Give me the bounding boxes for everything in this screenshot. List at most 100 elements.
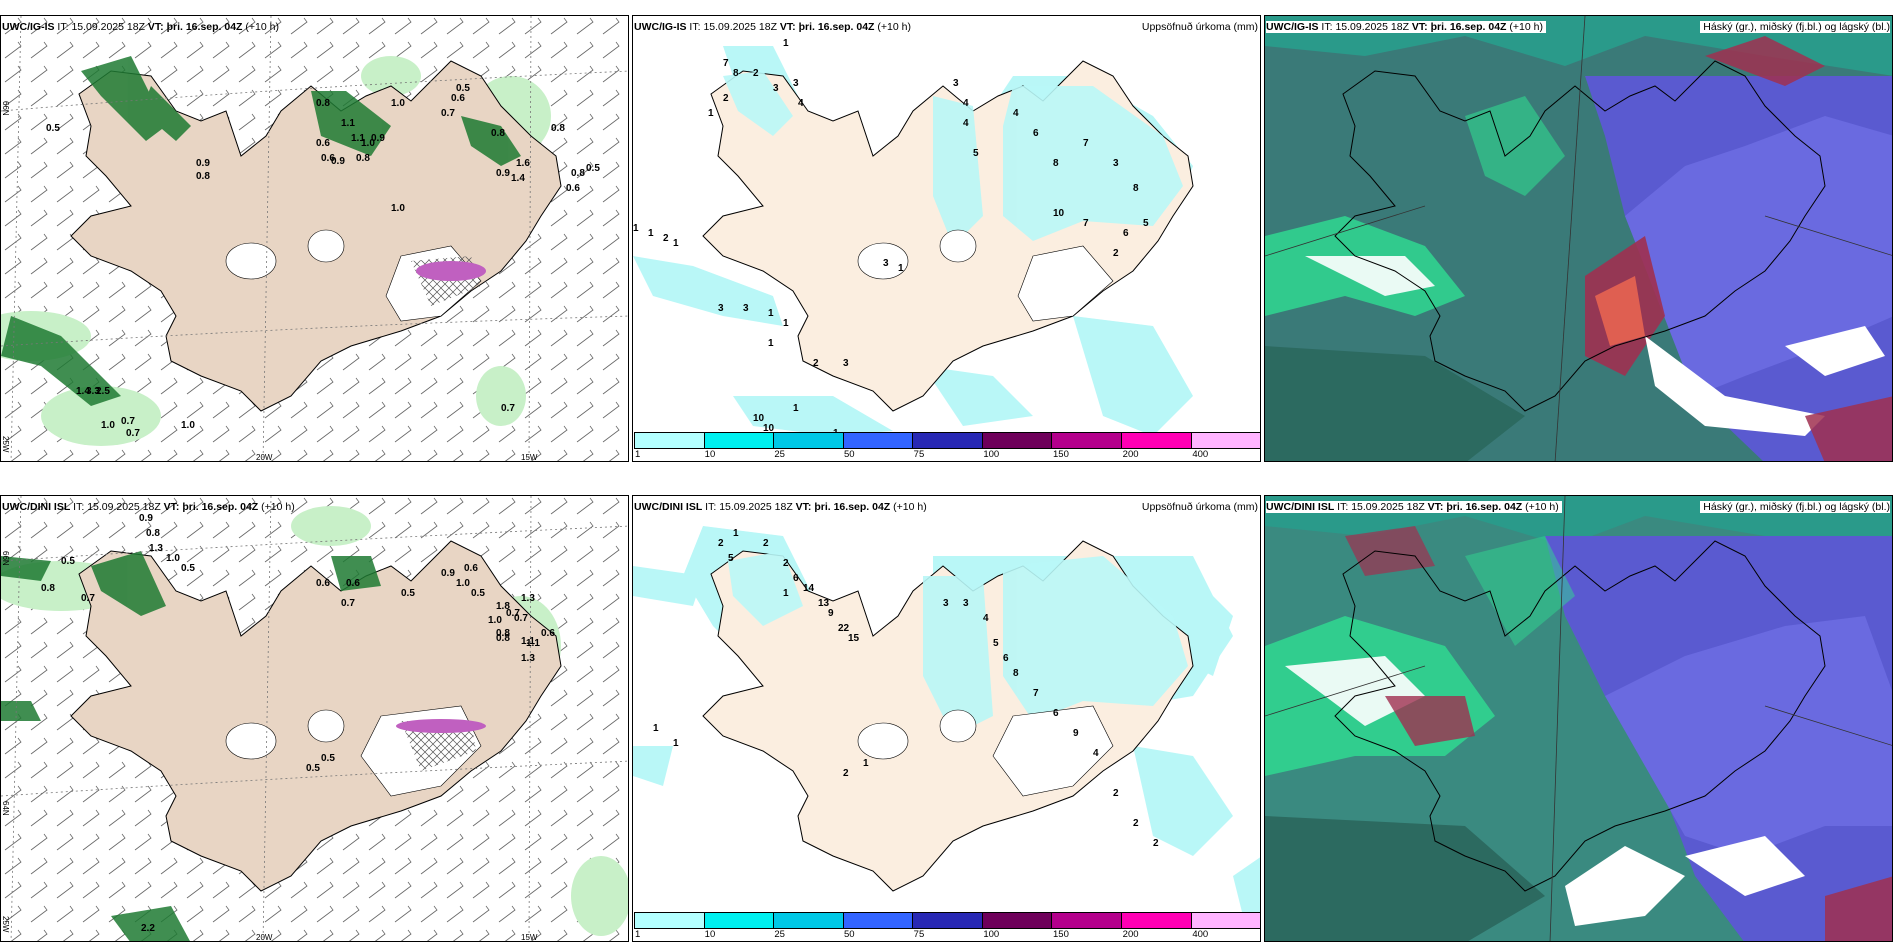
wind-value-label: 0.8 [41,583,55,594]
precip-value-label: 2 [783,558,789,569]
wind-value-label: 0.6 [316,138,330,149]
wind-value-label: 0.8 [146,528,160,539]
wind-value-label: 0.5 [456,83,470,94]
wind-value-label: 0.8 [551,123,565,134]
precip-value-label: 7 [1083,218,1089,229]
wind-value-label: 1.0 [391,203,405,214]
legend-swatch [774,433,844,448]
lat-label-66: 66N [1,551,10,566]
wind-value-label: 0.7 [441,108,455,119]
wind-value-label: 3.3 [86,386,100,397]
precip-value-label: 8 [733,68,739,79]
iceland-landmass [1334,60,1826,412]
wind-value-label: 0.8 [496,628,510,639]
precip-value-label: 3 [743,303,749,314]
precip-value-label: 5 [993,638,999,649]
wind-value-label: 0.5 [401,588,415,599]
grid-lines [1265,16,1892,461]
wind-value-label: 0.7 [126,428,140,439]
wind-value-label: 0.9 [139,513,153,524]
precip-value-label: 9 [1073,728,1079,739]
legend-tick-label: 75 [913,929,925,940]
wind-map-panel-bottom: UWC/DINI ISL IT: 15.09.2025 18Z VT: þri.… [0,495,629,942]
wind-value-label: 0.9 [196,158,210,169]
wind-value-label: 1.1 [526,638,540,649]
precip-value-label: 4 [963,98,969,109]
precip-value-label: 8 [1053,158,1059,169]
legend-swatch [704,433,775,448]
precip-value-label: 6 [1003,653,1009,664]
precip-value-label: 1 [733,528,739,539]
wind-value-label: 0.6 [451,93,465,104]
legend-swatch [982,433,1053,448]
purple-precip-area [396,719,486,733]
precip-value-label: 2 [763,538,769,549]
wind-map-svg: 0.50.80.9 0.60.81.00.91.10.81.00.50.70.91… [1,16,628,462]
cloud-map-panel-top: UWC/IG-IS IT: 15.09.2025 18Z VT: þri. 16… [1264,15,1893,462]
wind-value-label: 1.6 [516,158,530,169]
legend-tick-label: 200 [1122,929,1139,940]
wind-value-label: 0.9 [371,133,385,144]
lon-label-20: 20W [256,453,273,462]
precip-value-label: 6 [1053,708,1059,719]
precip-value-label: 1 [863,758,869,769]
legend-swatch [635,913,705,928]
wind-value-label: 1.0 [101,420,115,431]
legend-tick-label: 100 [983,929,1000,940]
wind-value-label: 0.7 [506,608,520,619]
legend-ticks: 1 10 25 50 75 100 150 200 400 [634,449,1260,460]
wind-value-label: 1.4 [76,386,90,397]
wind-value-label: 0.5 [586,163,600,174]
precip-legend: 1 10 25 50 75 100 150 200 400 [634,432,1260,460]
wind-value-label: 2.5 [96,386,110,397]
legend-swatch [1052,913,1122,928]
wind-value-label: 0.5 [321,753,335,764]
precip-value-label: 1 [653,723,659,734]
precip-value-label: 1 [783,38,789,49]
cloud-map-panel-bottom: UWC/DINI ISL IT: 15.09.2025 18Z VT: þri.… [1264,495,1893,942]
legend-tick-label: 25 [774,449,785,460]
wind-value-label: 0.5 [471,588,485,599]
precip-value-label: 10 [753,413,765,424]
panel-header: UWC/IG-IS IT: 15.09.2025 18Z VT: þri. 16… [2,21,279,33]
legend-tick-label: 50 [844,929,855,940]
wind-value-label: 0.5 [46,123,60,134]
legend-tick-label: 200 [1122,449,1139,460]
wind-value-label: 1.0 [391,98,405,109]
legend-tick-label: 25 [774,929,785,940]
wind-value-label: 1.1 [521,636,535,647]
precip-value-label: 3 [1113,158,1119,169]
lat-lon-grid [1,496,628,941]
wind-labels: 0.50.80.9 0.60.81.00.91.10.81.00.50.70.91… [46,83,600,439]
precip-value-label: 2 [1133,818,1139,829]
cloud-title: Háský (gr.), miðský (fj.bl.) og lágský (… [1700,21,1890,33]
precip-value-label: 1 [673,238,679,249]
wind-value-label: 0.9 [331,156,345,167]
wind-value-label: 1.1 [341,118,355,129]
wind-value-label: 0.6 [541,628,555,639]
wind-value-label: 0.6 [321,153,335,164]
precip-value-label: 4 [798,98,804,109]
precip-value-label: 6 [1033,128,1039,139]
precip-over-land [723,71,1183,246]
legend-colorbar [634,912,1260,929]
precip-value-label: 1 [768,308,774,319]
precip-map-panel-top: UWC/IG-IS IT: 15.09.2025 18Z VT: þri. 16… [632,15,1261,462]
precip-value-label: 4 [1093,748,1099,759]
precip-value-label: 4 [1013,108,1019,119]
legend-tick-label: 1 [635,449,641,460]
wind-value-label: 0.6 [316,578,330,589]
legend-swatch [774,913,844,928]
wind-value-label: 0.8 [496,633,510,644]
lon-label-25: 25W [1,916,10,933]
precip-value-label: 6 [793,573,799,584]
wind-value-label: 1.0 [166,553,180,564]
legend-swatch [1191,433,1260,448]
precip-value-label: 2 [663,233,669,244]
precip-value-label: 5 [973,148,979,159]
precip-value-label: 1 [673,738,679,749]
legend-tick-label: 150 [1053,449,1069,460]
precip-value-label: 10 [763,423,775,434]
grid-lines [1265,496,1892,941]
